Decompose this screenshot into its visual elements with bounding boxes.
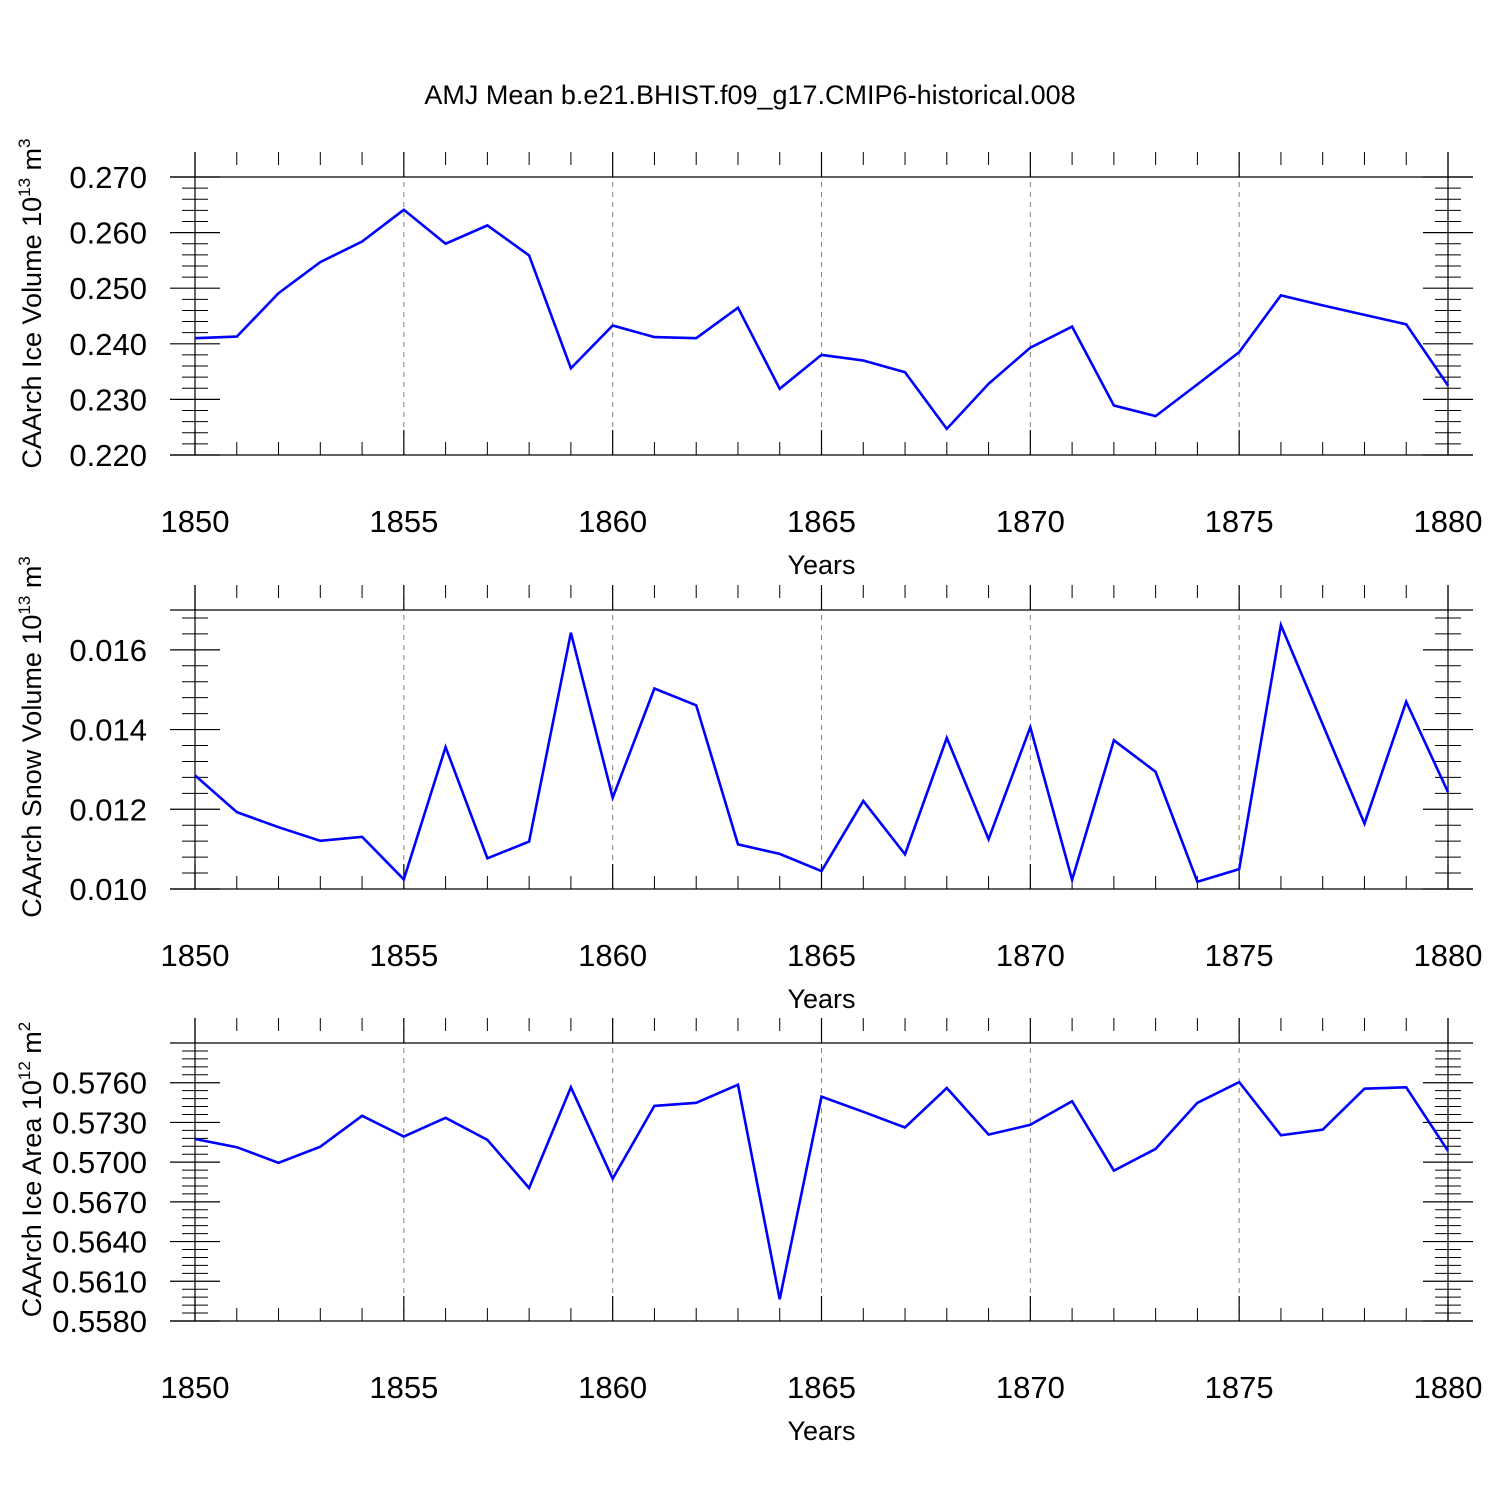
y-tick-label: 0.260	[69, 216, 147, 251]
x-tick-label: 1865	[787, 938, 856, 973]
x-tick-label: 1860	[578, 1370, 647, 1405]
x-tick-label: 1875	[1205, 938, 1274, 973]
x-tick-label: 1860	[578, 938, 647, 973]
x-tick-label: 1880	[1414, 504, 1483, 539]
panel-2: 0.010 0.012 0.014 0.016 1850 1855 1860 1865 1870…	[15, 556, 1482, 1014]
y-axis-label-exp: 13	[15, 178, 34, 197]
y-tick-label: 0.5580	[52, 1304, 147, 1339]
y-axis-label-unit: m	[17, 148, 47, 178]
y-tick-label: 0.016	[69, 633, 147, 668]
y-tick-label: 0.240	[69, 327, 147, 362]
y-tick-label: 0.5760	[52, 1066, 147, 1101]
y-tick-label: 0.220	[69, 438, 147, 473]
y-axis-label: CAArch Snow Volume 1013 m3	[15, 556, 47, 918]
y-tick-label: 0.270	[69, 160, 147, 195]
y-tick-label: 0.5730	[52, 1105, 147, 1140]
x-tick-label: 1855	[369, 1370, 438, 1405]
y-tick-label: 0.010	[69, 872, 147, 907]
x-tick-label: 1855	[369, 938, 438, 973]
x-tick-label: 1850	[161, 1370, 230, 1405]
y-tick-label: 0.5610	[52, 1264, 147, 1299]
y-axis-label-main: CAArch Ice Volume 10	[17, 197, 47, 469]
x-tick-label: 1880	[1414, 1370, 1483, 1405]
y-tick-label: 0.250	[69, 271, 147, 306]
x-tick-label: 1880	[1414, 938, 1483, 973]
x-axis-label: Years	[787, 984, 855, 1014]
y-axis-label-unit: m	[17, 1031, 47, 1061]
x-axis-label: Years	[787, 550, 855, 580]
figure-title: AMJ Mean b.e21.BHIST.f09_g17.CMIP6-histo…	[424, 80, 1075, 110]
x-tick-label: 1875	[1205, 504, 1274, 539]
y-axis-label-exp: 13	[15, 596, 34, 615]
series-line-2	[194, 620, 1450, 885]
panel-3: 0.5580 0.5610 0.5640 0.5670 0.5700 0.5730 0.57…	[15, 1018, 1482, 1446]
y-axis-label-unit-exp: 3	[15, 556, 34, 565]
y-axis-label-exp: 12	[15, 1061, 34, 1080]
panel-1: 0.220 0.230 0.240 0.250 0.260 0.270 1850 1855 18…	[15, 138, 1482, 580]
x-tick-label: 1870	[996, 1370, 1065, 1405]
y-tick-label: 0.012	[69, 792, 147, 827]
y-axis-label: CAArch Ice Volume 1013 m3	[15, 138, 47, 468]
x-tick-label: 1850	[161, 504, 230, 539]
x-tick-label: 1855	[369, 504, 438, 539]
y-tick-label: 0.014	[69, 713, 147, 748]
y-axis-label-unit-exp: 2	[15, 1022, 34, 1031]
x-tick-label: 1875	[1205, 1370, 1274, 1405]
x-tick-label: 1865	[787, 1370, 856, 1405]
x-tick-label: 1870	[996, 504, 1065, 539]
x-tick-label: 1865	[787, 504, 856, 539]
x-tick-label: 1850	[161, 938, 230, 973]
y-tick-label: 0.5670	[52, 1185, 147, 1220]
y-tick-label: 0.230	[69, 382, 147, 417]
y-tick-label: 0.5640	[52, 1225, 147, 1260]
x-tick-label: 1860	[578, 504, 647, 539]
y-axis-label-unit-exp: 3	[15, 138, 34, 147]
x-axis-label: Years	[787, 1416, 855, 1446]
y-axis-label-unit: m	[17, 566, 47, 596]
x-tick-label: 1870	[996, 938, 1065, 973]
panels-group: 0.220 0.230 0.240 0.250 0.260 0.270 1850 1855 18…	[15, 138, 1482, 1446]
y-axis-label: CAArch Ice Area 1012 m2	[15, 1022, 47, 1318]
y-axis-label-main: CAArch Ice Area 10	[17, 1080, 47, 1317]
y-axis-label-main: CAArch Snow Volume 10	[17, 615, 47, 918]
y-tick-label: 0.5700	[52, 1145, 147, 1180]
